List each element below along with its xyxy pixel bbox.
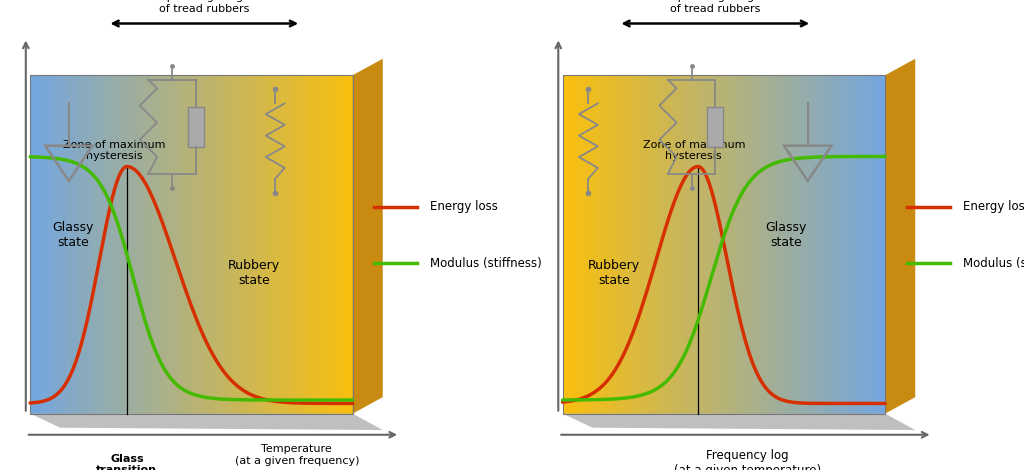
Text: Modulus (stiffness): Modulus (stiffness)	[430, 257, 542, 270]
Bar	[187, 107, 204, 147]
Text: Temperature
(at a given frequency): Temperature (at a given frequency)	[234, 444, 359, 466]
Text: Modulus (stiffness): Modulus (stiffness)	[963, 257, 1024, 270]
Text: Zone of maximum
hysteresis: Zone of maximum hysteresis	[62, 140, 165, 161]
Text: Rubbery
state: Rubbery state	[227, 258, 280, 287]
Text: Frequency log
(at a given temperature): Frequency log (at a given temperature)	[674, 449, 821, 470]
Text: Rubbery
state: Rubbery state	[588, 258, 640, 287]
Text: Glassy
state: Glassy state	[766, 221, 807, 249]
Text: Glass
transition
temperature: Glass transition temperature	[87, 454, 166, 470]
Text: Operating range
of tread rubbers: Operating range of tread rubbers	[670, 0, 761, 14]
Text: Glassy
state: Glassy state	[52, 221, 94, 249]
Text: Energy loss: Energy loss	[963, 200, 1024, 213]
Polygon shape	[30, 414, 383, 430]
Text: Energy loss: Energy loss	[430, 200, 498, 213]
Text: Zone of maximum
hysteresis: Zone of maximum hysteresis	[642, 140, 745, 161]
Polygon shape	[352, 59, 383, 414]
Polygon shape	[562, 414, 915, 430]
Text: Operating range
of tread rubbers: Operating range of tread rubbers	[159, 0, 250, 14]
Bar	[708, 107, 723, 147]
Polygon shape	[885, 59, 915, 414]
